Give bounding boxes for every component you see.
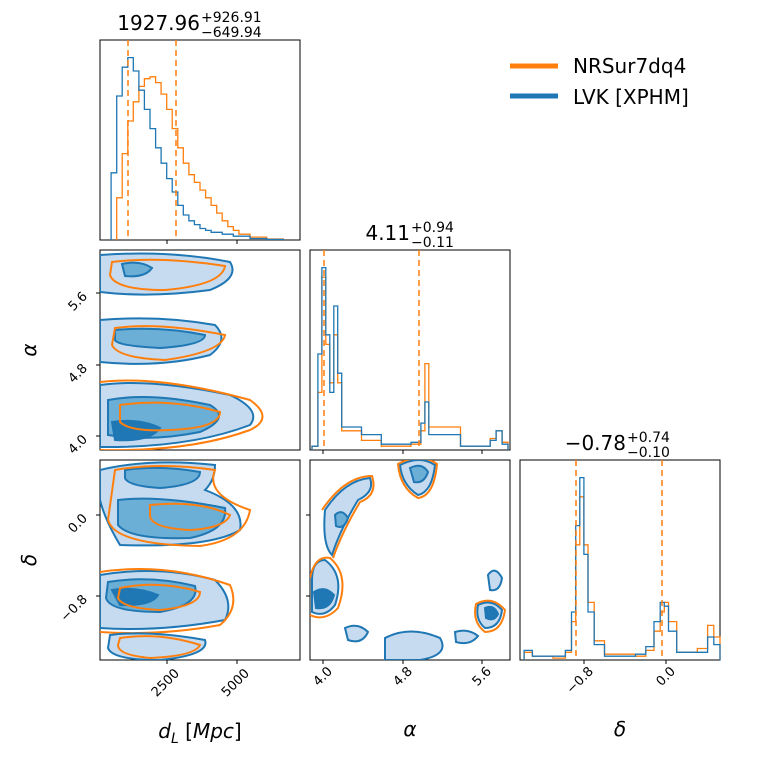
tick-label-delta-y--0.8: −0.8 xyxy=(58,592,91,625)
title-alpha-minus: −0.11 xyxy=(411,235,454,251)
density-region xyxy=(408,464,430,484)
density-region xyxy=(483,605,500,621)
hist-dL-nrsur xyxy=(116,76,284,240)
panel-dL-delta xyxy=(99,459,301,661)
contour-orange xyxy=(106,465,252,548)
tick-label-alpha-x-4.0: 4.0 xyxy=(311,664,336,689)
y-axis-label-alpha: α xyxy=(17,343,41,356)
contour-orange xyxy=(116,635,202,660)
density-region xyxy=(312,588,336,610)
title-delta-plus: +0.74 xyxy=(627,430,670,446)
hist-delta-nrsur xyxy=(523,496,721,660)
y-axis-label-delta: δ xyxy=(17,554,41,566)
tick-label-alpha-y-4.8: 4.8 xyxy=(66,361,91,386)
contour-orange xyxy=(310,556,344,619)
tick-marks xyxy=(96,240,667,664)
x-axis-label-alpha: α xyxy=(403,717,416,741)
density-region xyxy=(333,511,350,528)
tick-label-delta-x--0.8: −0.8 xyxy=(564,664,597,697)
title-delta-main: −0.78 xyxy=(565,431,626,455)
contour-orange xyxy=(321,474,375,559)
tick-label-dL-5000: 5000 xyxy=(219,666,253,700)
legend-label-nrsur: NRSur7dq4 xyxy=(573,54,686,78)
title-delta: −0.78 +0.74 −0.10 xyxy=(565,430,670,461)
tick-label-alpha-x-4.8: 4.8 xyxy=(391,664,416,689)
legend-label-lvk: LVK [XPHM] xyxy=(573,85,689,109)
contour-orange xyxy=(116,583,202,612)
x-axis-label-dL: dL [Mpc] xyxy=(158,719,241,747)
title-dL-main: 1927.96 xyxy=(117,11,200,35)
density-region xyxy=(453,629,480,645)
x-axis-label-delta: δ xyxy=(614,717,626,741)
title-alpha-main: 4.11 xyxy=(365,221,410,245)
hist-delta-lvk xyxy=(523,476,721,660)
title-alpha-plus: +0.94 xyxy=(411,220,454,236)
density-region xyxy=(114,327,207,350)
contour-orange xyxy=(100,379,264,450)
contour-orange xyxy=(396,460,439,500)
tick-label-delta-y-0.0: 0.0 xyxy=(66,511,91,536)
title-dL: 1927.96 +926.91 −649.94 xyxy=(117,10,262,41)
density-region xyxy=(110,587,160,607)
tick-label-delta-x-0.0: 0.0 xyxy=(654,664,679,689)
legend: NRSur7dq4 LVK [XPHM] xyxy=(510,54,689,109)
contours-dL-delta xyxy=(100,461,252,660)
title-alpha: 4.11 +0.94 −0.11 xyxy=(365,220,454,251)
panel-alpha-hist xyxy=(309,249,511,451)
hist-dL-lvk xyxy=(110,56,284,241)
contour-orange xyxy=(100,568,235,635)
contours-alpha-delta xyxy=(310,460,507,660)
tick-label-alpha-y-4.0: 4.0 xyxy=(66,432,91,457)
title-delta-minus: −0.10 xyxy=(627,445,670,461)
contour-orange xyxy=(149,502,232,532)
density-region xyxy=(120,261,154,278)
panel-delta-hist xyxy=(519,459,721,661)
tick-label-dL-2500: 2500 xyxy=(149,666,183,700)
density-region xyxy=(486,569,504,592)
contour-orange xyxy=(108,258,227,292)
density-region xyxy=(124,466,202,490)
density-region xyxy=(384,630,444,660)
contour-orange xyxy=(110,325,227,362)
panel-dL-hist xyxy=(99,39,301,241)
density-region xyxy=(343,624,370,643)
contour-orange xyxy=(474,599,507,634)
quantile-lines xyxy=(127,40,663,660)
contours-dL-alpha xyxy=(100,252,264,450)
title-dL-plus: +926.91 xyxy=(201,10,262,26)
tick-label-alpha-y-5.6: 5.6 xyxy=(66,289,91,314)
histograms xyxy=(110,56,721,660)
hist-alpha-lvk xyxy=(311,266,509,450)
contour-orange xyxy=(119,401,222,432)
title-dL-minus: −649.94 xyxy=(201,25,262,41)
tick-label-alpha-x-5.6: 5.6 xyxy=(470,664,495,689)
